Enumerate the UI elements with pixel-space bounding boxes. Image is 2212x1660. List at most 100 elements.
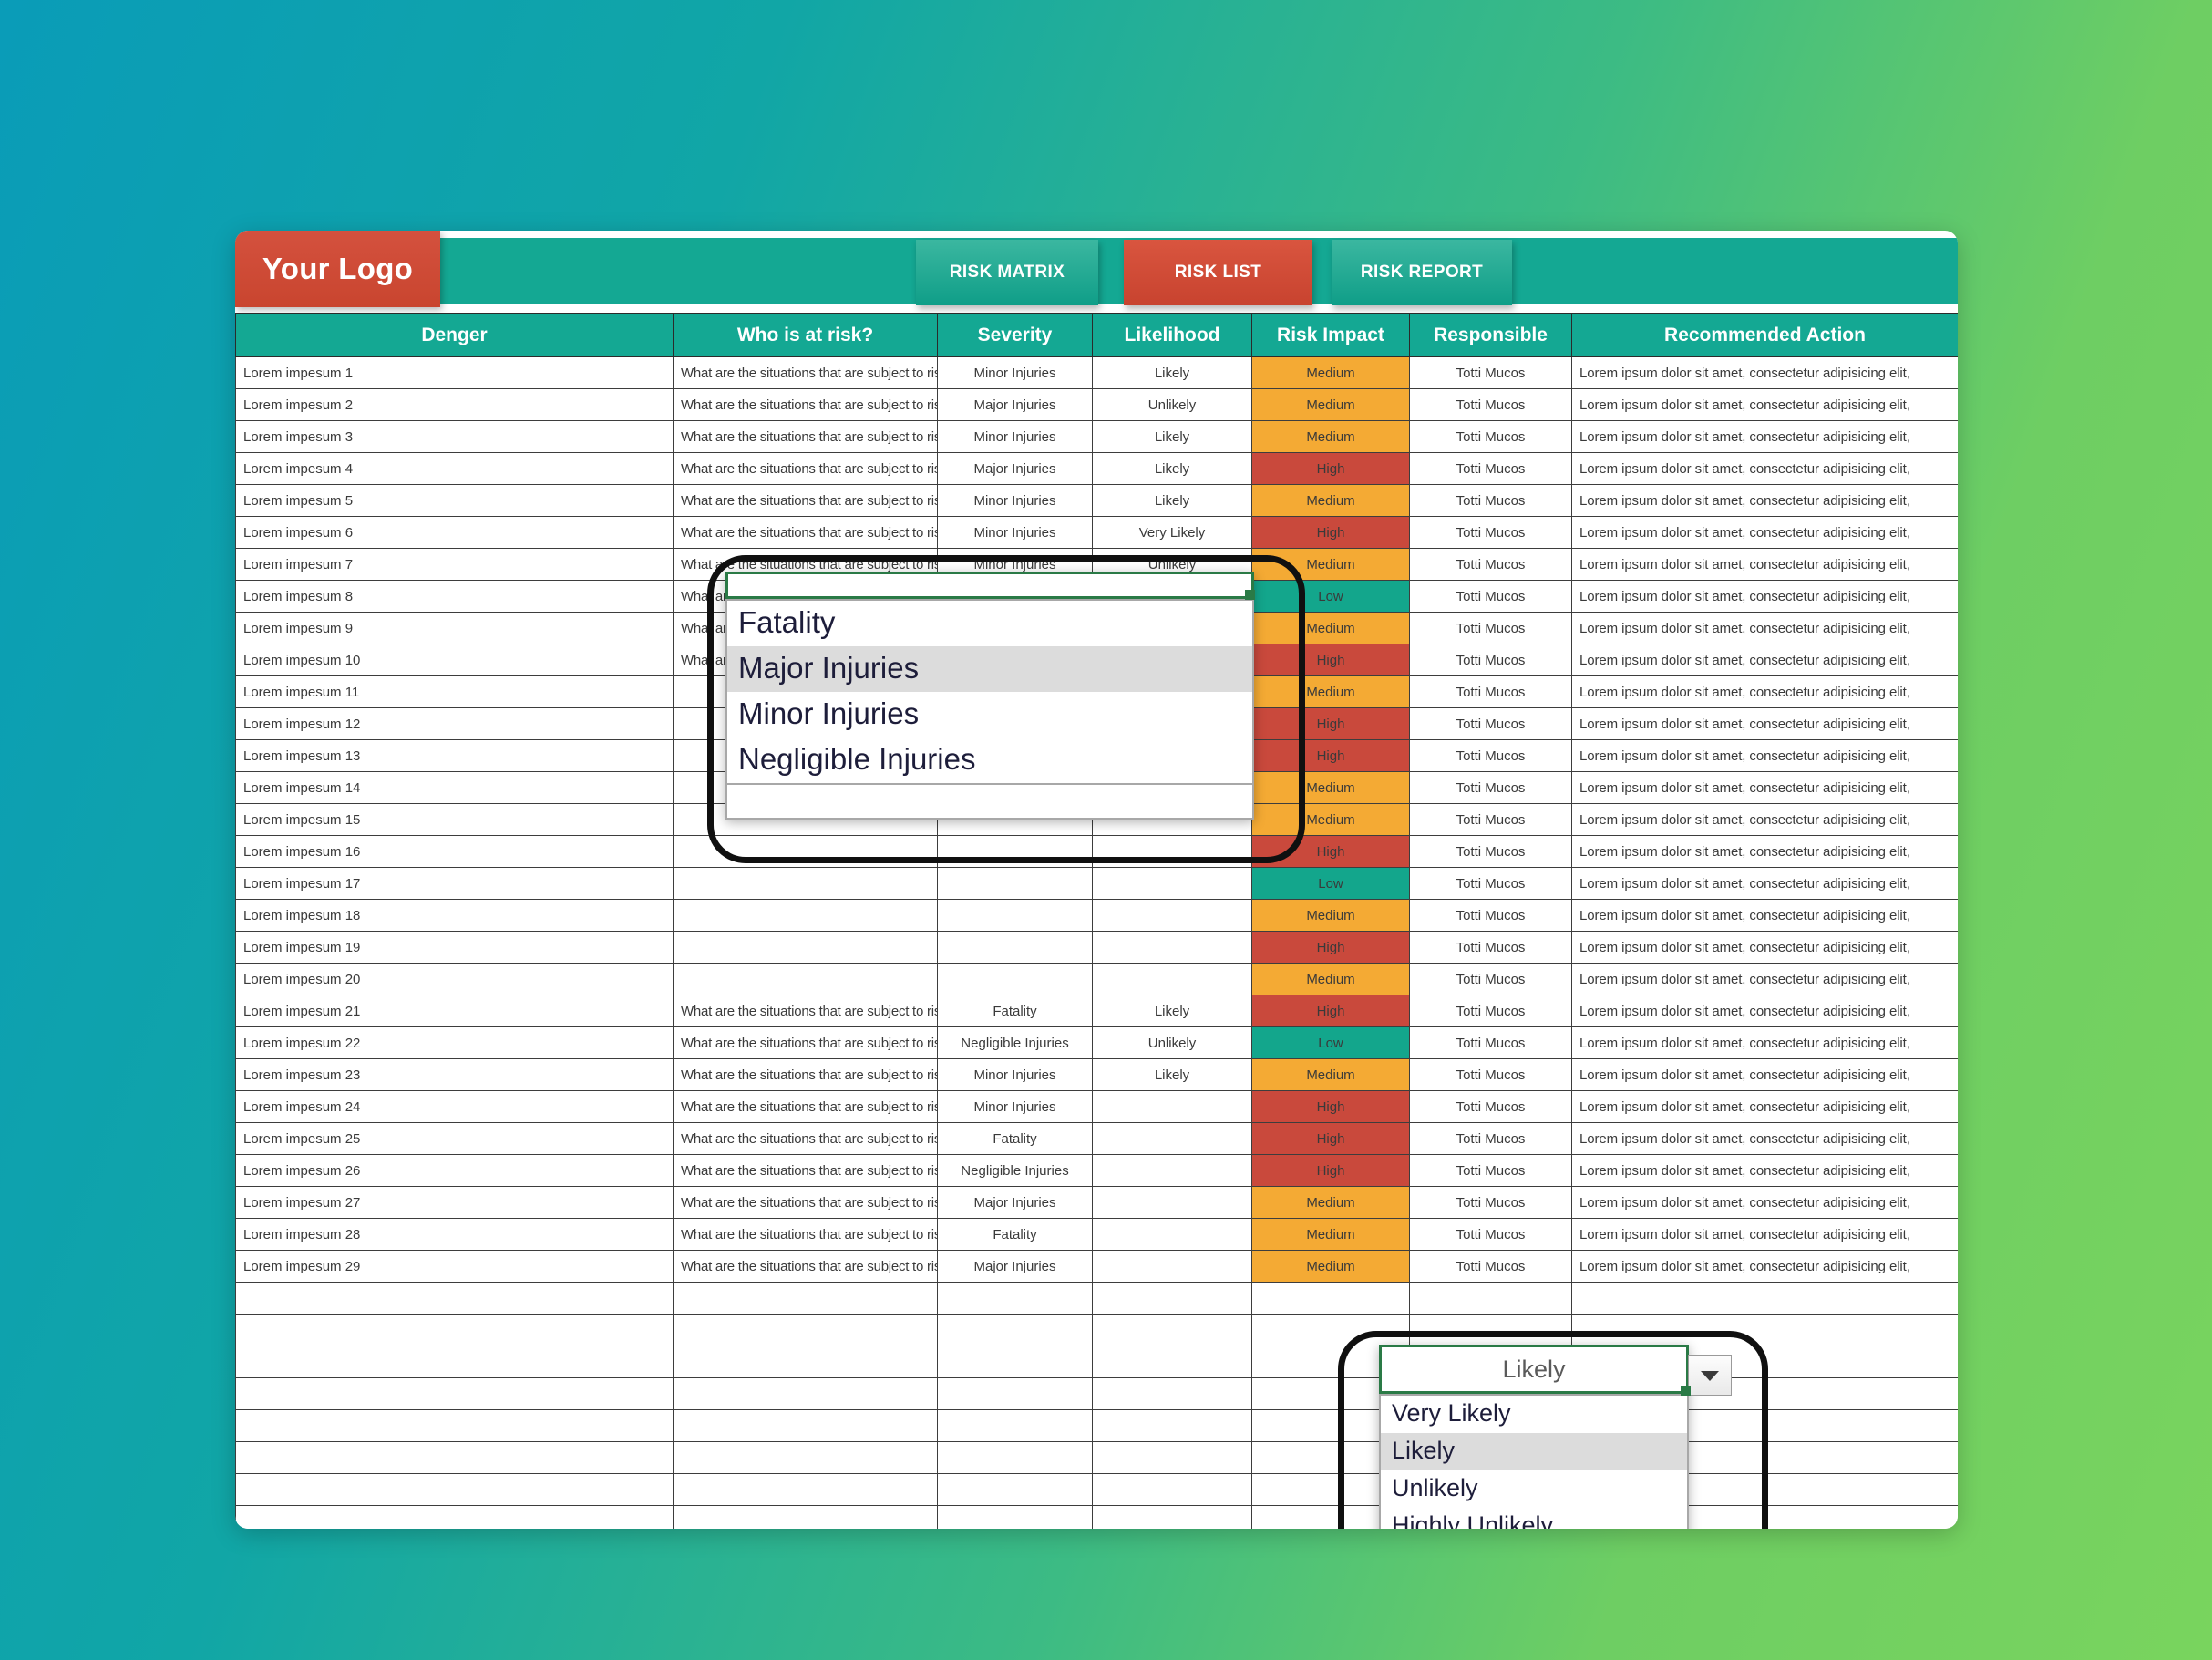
cell-who-at-risk[interactable]: What are the situations that are subject…	[673, 1026, 938, 1059]
severity-option[interactable]: Fatality	[738, 605, 836, 639]
severity-option[interactable]: Minor Injuries	[738, 696, 920, 730]
cell-empty[interactable]	[1092, 1473, 1252, 1506]
cell-recommended-action[interactable]: Lorem ipsum dolor sit amet, consectetur …	[1571, 420, 1958, 453]
cell-responsible[interactable]: Totti Mucos	[1409, 771, 1572, 804]
cell-recommended-action[interactable]: Lorem ipsum dolor sit amet, consectetur …	[1571, 803, 1958, 836]
cell-severity[interactable]: Fatality	[937, 1122, 1093, 1155]
cell-likelihood[interactable]	[1092, 1186, 1252, 1219]
cell-likelihood[interactable]: Likely	[1092, 484, 1252, 517]
cell-recommended-action[interactable]: Lorem ipsum dolor sit amet, consectetur …	[1571, 963, 1958, 995]
fill-handle[interactable]	[1245, 590, 1255, 600]
cell-who-at-risk[interactable]	[673, 899, 938, 932]
cell-likelihood[interactable]: Likely	[1092, 452, 1252, 485]
cell-recommended-action[interactable]: Lorem ipsum dolor sit amet, consectetur …	[1571, 548, 1958, 581]
cell-who-at-risk[interactable]: What are the situations that are subject…	[673, 1122, 938, 1155]
cell-responsible[interactable]: Totti Mucos	[1409, 644, 1572, 676]
cell-empty[interactable]	[1571, 1282, 1958, 1315]
cell-danger[interactable]: Lorem impesum 27	[235, 1186, 674, 1219]
cell-risk-impact[interactable]: High	[1251, 516, 1410, 549]
cell-likelihood[interactable]: Unlikely	[1092, 1026, 1252, 1059]
chevron-down-icon[interactable]	[1688, 1355, 1732, 1396]
cell-recommended-action[interactable]: Lorem ipsum dolor sit amet, consectetur …	[1571, 1090, 1958, 1123]
cell-likelihood[interactable]	[1092, 931, 1252, 964]
likelihood-option[interactable]: Likely	[1381, 1433, 1687, 1470]
cell-danger[interactable]: Lorem impesum 12	[235, 707, 674, 740]
cell-responsible[interactable]: Totti Mucos	[1409, 931, 1572, 964]
cell-risk-impact[interactable]: Medium	[1251, 1186, 1410, 1219]
cell-likelihood[interactable]	[1092, 1090, 1252, 1123]
cell-recommended-action[interactable]: Lorem ipsum dolor sit amet, consectetur …	[1571, 644, 1958, 676]
cell-responsible[interactable]: Totti Mucos	[1409, 388, 1572, 421]
cell-who-at-risk[interactable]	[673, 867, 938, 900]
cell-danger[interactable]: Lorem impesum 26	[235, 1154, 674, 1187]
cell-risk-impact[interactable]: High	[1251, 835, 1410, 868]
cell-empty[interactable]	[1092, 1441, 1252, 1474]
cell-recommended-action[interactable]: Lorem ipsum dolor sit amet, consectetur …	[1571, 739, 1958, 772]
cell-risk-impact[interactable]: High	[1251, 644, 1410, 676]
cell-responsible[interactable]: Totti Mucos	[1409, 995, 1572, 1027]
severity-cell-editor[interactable]	[725, 572, 1255, 600]
cell-risk-impact[interactable]: High	[1251, 452, 1410, 485]
cell-risk-impact[interactable]: Medium	[1251, 356, 1410, 389]
cell-likelihood[interactable]: Very Likely	[1092, 516, 1252, 549]
likelihood-dropdown[interactable]: Likely Very Likely Likely Unlikely Highly U…	[1379, 1345, 1732, 1529]
cell-likelihood[interactable]	[1092, 1154, 1252, 1187]
cell-severity[interactable]: Negligible Injuries	[937, 1026, 1093, 1059]
cell-danger[interactable]: Lorem impesum 23	[235, 1058, 674, 1091]
cell-who-at-risk[interactable]	[673, 931, 938, 964]
cell-responsible[interactable]: Totti Mucos	[1409, 1058, 1572, 1091]
cell-risk-impact[interactable]: Low	[1251, 867, 1410, 900]
cell-responsible[interactable]: Totti Mucos	[1409, 675, 1572, 708]
cell-risk-impact[interactable]: Medium	[1251, 1058, 1410, 1091]
cell-severity[interactable]: Minor Injuries	[937, 1058, 1093, 1091]
cell-who-at-risk[interactable]	[673, 835, 938, 868]
cell-empty[interactable]	[673, 1377, 938, 1410]
cell-danger[interactable]: Lorem impesum 11	[235, 675, 674, 708]
cell-recommended-action[interactable]: Lorem ipsum dolor sit amet, consectetur …	[1571, 1218, 1958, 1251]
cell-who-at-risk[interactable]: What are the situations that are subject…	[673, 1154, 938, 1187]
cell-risk-impact[interactable]: Medium	[1251, 899, 1410, 932]
cell-severity[interactable]: Major Injuries	[937, 452, 1093, 485]
cell-empty[interactable]	[673, 1473, 938, 1506]
cell-danger[interactable]: Lorem impesum 4	[235, 452, 674, 485]
cell-risk-impact[interactable]: Medium	[1251, 963, 1410, 995]
cell-responsible[interactable]: Totti Mucos	[1409, 1090, 1572, 1123]
cell-responsible[interactable]: Totti Mucos	[1409, 1218, 1572, 1251]
cell-likelihood[interactable]: Likely	[1092, 1058, 1252, 1091]
cell-danger[interactable]: Lorem impesum 16	[235, 835, 674, 868]
cell-likelihood[interactable]: Likely	[1092, 995, 1252, 1027]
cell-recommended-action[interactable]: Lorem ipsum dolor sit amet, consectetur …	[1571, 484, 1958, 517]
severity-option[interactable]: Major Injuries	[727, 646, 1252, 692]
cell-responsible[interactable]: Totti Mucos	[1409, 867, 1572, 900]
cell-who-at-risk[interactable]: What are the situations that are subject…	[673, 388, 938, 421]
cell-who-at-risk[interactable]: What are the situations that are subject…	[673, 1218, 938, 1251]
cell-empty[interactable]	[235, 1377, 674, 1410]
cell-risk-impact[interactable]: High	[1251, 739, 1410, 772]
cell-severity[interactable]	[937, 963, 1093, 995]
cell-recommended-action[interactable]: Lorem ipsum dolor sit amet, consectetur …	[1571, 675, 1958, 708]
cell-recommended-action[interactable]: Lorem ipsum dolor sit amet, consectetur …	[1571, 452, 1958, 485]
cell-who-at-risk[interactable]: What are the situations that are subject…	[673, 452, 938, 485]
cell-risk-impact[interactable]: Medium	[1251, 675, 1410, 708]
cell-danger[interactable]: Lorem impesum 10	[235, 644, 674, 676]
cell-severity[interactable]: Major Injuries	[937, 1250, 1093, 1283]
cell-responsible[interactable]: Totti Mucos	[1409, 484, 1572, 517]
cell-empty[interactable]	[235, 1346, 674, 1378]
cell-risk-impact[interactable]: Medium	[1251, 548, 1410, 581]
cell-danger[interactable]: Lorem impesum 25	[235, 1122, 674, 1155]
cell-risk-impact[interactable]: High	[1251, 931, 1410, 964]
cell-empty[interactable]	[1092, 1409, 1252, 1442]
cell-empty[interactable]	[673, 1441, 938, 1474]
cell-recommended-action[interactable]: Lorem ipsum dolor sit amet, consectetur …	[1571, 516, 1958, 549]
cell-responsible[interactable]: Totti Mucos	[1409, 580, 1572, 613]
cell-who-at-risk[interactable]: What are the situations that are subject…	[673, 1090, 938, 1123]
cell-empty[interactable]	[937, 1441, 1093, 1474]
cell-severity[interactable]: Minor Injuries	[937, 516, 1093, 549]
likelihood-option[interactable]: Unlikely	[1392, 1474, 1478, 1501]
cell-responsible[interactable]: Totti Mucos	[1409, 803, 1572, 836]
cell-danger[interactable]: Lorem impesum 8	[235, 580, 674, 613]
cell-likelihood[interactable]	[1092, 1250, 1252, 1283]
cell-likelihood[interactable]: Likely	[1092, 420, 1252, 453]
cell-responsible[interactable]: Totti Mucos	[1409, 612, 1572, 644]
cell-risk-impact[interactable]: Medium	[1251, 484, 1410, 517]
